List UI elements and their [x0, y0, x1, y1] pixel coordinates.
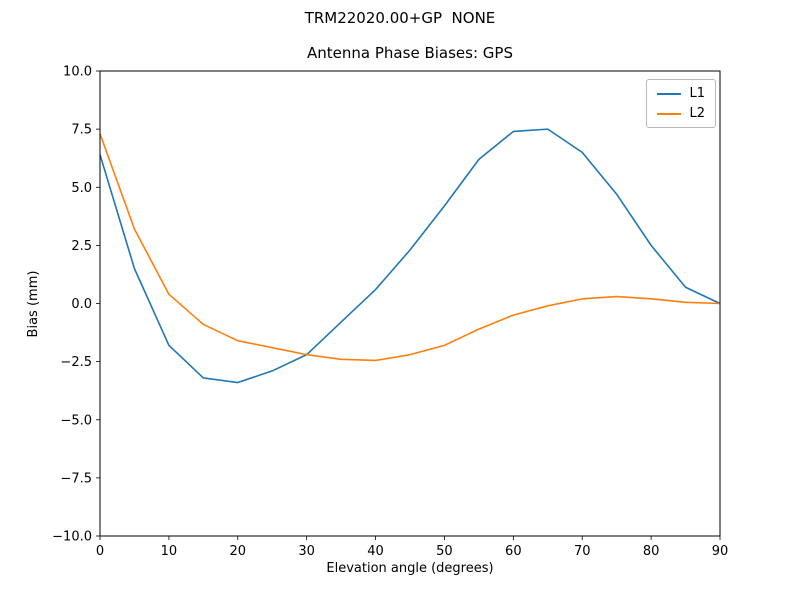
y-tick-label: 10.0 — [63, 65, 92, 80]
y-tick-label: −5.0 — [60, 413, 92, 428]
x-tick-label: 20 — [230, 544, 247, 559]
y-axis-label: Bias (mm) — [26, 271, 41, 338]
y-tick-label: 2.5 — [71, 239, 92, 254]
legend-entry-l1: L1 — [657, 87, 705, 100]
axes-box — [99, 70, 721, 537]
y-tick-label: 0.0 — [71, 297, 92, 312]
x-tick-label: 10 — [161, 544, 178, 559]
x-axis-label: Elevation angle (degrees) — [326, 561, 493, 576]
legend-entry-l2: L2 — [657, 107, 705, 120]
y-tick-label: −10.0 — [52, 530, 92, 545]
x-tick-label: 30 — [298, 544, 315, 559]
figure-title: TRM22020.00+GP NONE — [304, 9, 496, 27]
legend-label-l1: L1 — [689, 86, 705, 101]
y-tick-label: 7.5 — [71, 123, 92, 138]
axes-title: Antenna Phase Biases: GPS — [307, 44, 513, 62]
x-tick-label: 50 — [436, 544, 453, 559]
legend: L1 L2 — [646, 79, 716, 128]
legend-label-l2: L2 — [689, 106, 705, 121]
x-tick-label: 90 — [712, 544, 729, 559]
x-tick-label: 40 — [367, 544, 384, 559]
y-tick-label: −2.5 — [60, 355, 92, 370]
legend-line-swatch-l1 — [657, 92, 682, 95]
series-line-l2 — [99, 133, 721, 362]
x-tick-label: 0 — [96, 544, 104, 559]
y-tick-label: −7.5 — [60, 471, 92, 486]
x-tick-label: 80 — [643, 544, 660, 559]
x-tick-label: 70 — [574, 544, 591, 559]
x-tick-label: 60 — [505, 544, 522, 559]
y-tick-label: 5.0 — [71, 181, 92, 196]
series-line-l1 — [99, 128, 721, 384]
legend-line-swatch-l2 — [657, 112, 682, 115]
